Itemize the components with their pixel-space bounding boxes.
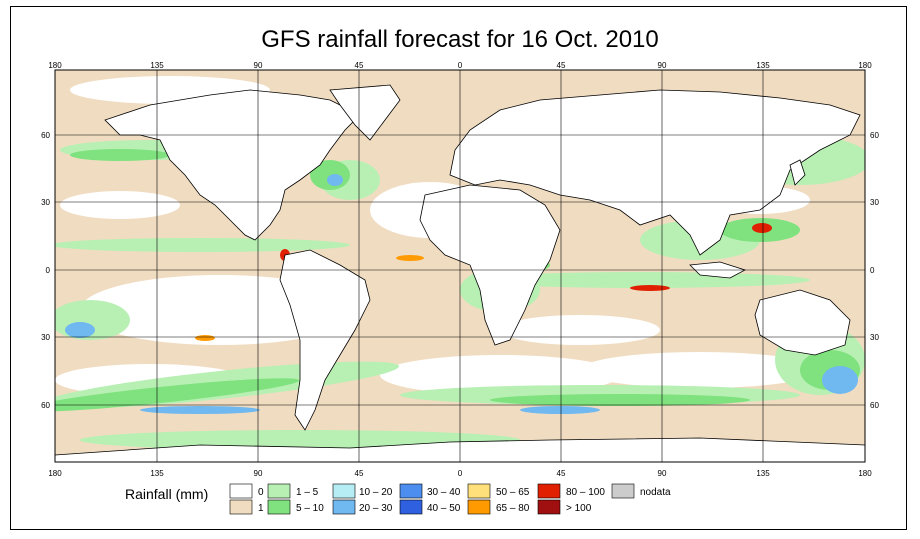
legend-label: 5 – 10 bbox=[296, 503, 324, 514]
legend-label: 0 bbox=[258, 487, 264, 498]
lon-label: 90 bbox=[658, 61, 667, 70]
legend-label: 40 – 50 bbox=[427, 503, 461, 514]
legend-swatch bbox=[229, 499, 253, 515]
lon-label: 180 bbox=[48, 469, 62, 478]
bottom-longitude-labels: 180 135 90 45 0 45 90 135 180 bbox=[48, 469, 872, 478]
lon-label: 135 bbox=[150, 61, 164, 70]
legend-swatch bbox=[611, 483, 635, 499]
left-latitude-labels: 60 30 0 30 60 bbox=[41, 131, 50, 410]
legend-label: nodata bbox=[640, 487, 671, 498]
legend-title: Rainfall (mm) bbox=[125, 486, 208, 502]
lat-label: 60 bbox=[41, 131, 50, 140]
legend-label: 65 – 80 bbox=[496, 503, 530, 514]
lat-label: 30 bbox=[870, 198, 879, 207]
legend-label: 10 – 20 bbox=[359, 487, 393, 498]
south-america bbox=[279, 249, 371, 431]
lon-label: 0 bbox=[458, 61, 463, 70]
legend-swatch bbox=[399, 499, 423, 515]
legend-swatch bbox=[467, 499, 491, 515]
lon-label: 90 bbox=[254, 469, 263, 478]
lon-label: 180 bbox=[858, 469, 872, 478]
map-title: GFS rainfall forecast for 16 Oct. 2010 bbox=[261, 26, 659, 53]
legend: Rainfall (mm) 0 1 1 – 5 5 – 10 10 – 20 2… bbox=[125, 483, 671, 515]
lon-label: 135 bbox=[756, 469, 770, 478]
legend-label: 50 – 65 bbox=[496, 487, 530, 498]
lat-label: 30 bbox=[41, 333, 50, 342]
lon-label: 180 bbox=[48, 61, 62, 70]
map-border bbox=[54, 69, 866, 463]
lat-label: 60 bbox=[870, 401, 879, 410]
legend-label: > 100 bbox=[566, 503, 592, 514]
legend-swatch bbox=[537, 483, 561, 499]
lat-label: 0 bbox=[46, 266, 51, 275]
lat-label: 60 bbox=[870, 131, 879, 140]
rainfall-field bbox=[55, 76, 865, 462]
legend-swatch bbox=[467, 483, 491, 499]
legend-label: 1 – 5 bbox=[296, 487, 319, 498]
lon-label: 45 bbox=[355, 469, 364, 478]
right-latitude-labels: 60 30 0 30 60 bbox=[870, 131, 879, 410]
legend-swatch bbox=[267, 483, 291, 499]
legend-swatch bbox=[537, 499, 561, 515]
coastlines bbox=[55, 84, 865, 462]
lon-label: 135 bbox=[756, 61, 770, 70]
legend-label: 30 – 40 bbox=[427, 487, 461, 498]
lon-label: 45 bbox=[355, 61, 364, 70]
europe-asia bbox=[449, 89, 861, 256]
lat-label: 0 bbox=[870, 266, 875, 275]
legend-swatch bbox=[332, 499, 356, 515]
africa bbox=[419, 184, 561, 346]
lon-label: 0 bbox=[458, 469, 463, 478]
legend-swatch bbox=[229, 483, 253, 499]
lon-label: 90 bbox=[658, 469, 667, 478]
legend-label: 80 – 100 bbox=[566, 487, 605, 498]
gridlines bbox=[55, 70, 865, 462]
top-longitude-labels: 180 135 90 45 0 45 90 135 180 bbox=[48, 61, 872, 70]
lat-label: 30 bbox=[870, 333, 879, 342]
greenland bbox=[329, 84, 401, 141]
north-america bbox=[104, 89, 361, 241]
lon-label: 45 bbox=[557, 61, 566, 70]
lat-label: 30 bbox=[41, 198, 50, 207]
lon-label: 45 bbox=[557, 469, 566, 478]
japan bbox=[789, 159, 806, 186]
lon-label: 90 bbox=[254, 61, 263, 70]
legend-swatch bbox=[332, 483, 356, 499]
lon-label: 135 bbox=[150, 469, 164, 478]
legend-label: 20 – 30 bbox=[359, 503, 393, 514]
australia bbox=[754, 289, 851, 356]
legend-label: 1 bbox=[258, 503, 264, 514]
lon-label: 180 bbox=[858, 61, 872, 70]
legend-swatch bbox=[267, 499, 291, 515]
legend-swatch bbox=[399, 483, 423, 499]
figure-frame bbox=[10, 6, 907, 530]
lat-label: 60 bbox=[41, 401, 50, 410]
